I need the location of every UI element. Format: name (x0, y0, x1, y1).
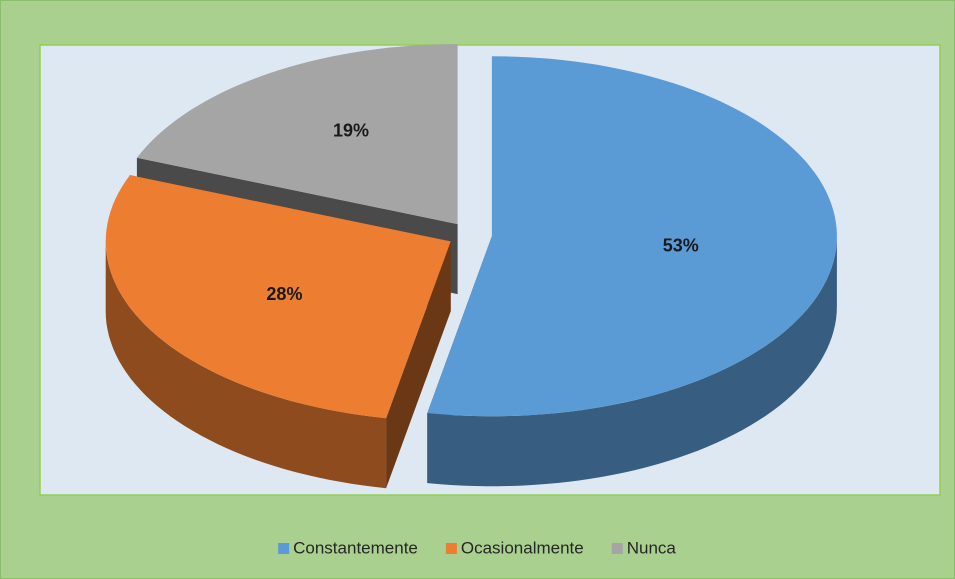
legend-label: Constantemente (293, 538, 418, 557)
data-label: 19% (333, 121, 369, 141)
slice-side (427, 236, 837, 487)
slice-side (105, 241, 387, 489)
legend-swatch (278, 543, 290, 554)
legend-swatch (445, 543, 457, 554)
legend-label: Nunca (627, 538, 677, 557)
data-label: 53% (663, 235, 699, 255)
legend-swatch (611, 543, 623, 554)
slice (136, 44, 458, 225)
data-label: 28% (266, 284, 302, 304)
legend-label: Ocasionalmente (461, 538, 584, 557)
slice (427, 56, 837, 417)
slice (105, 175, 451, 419)
